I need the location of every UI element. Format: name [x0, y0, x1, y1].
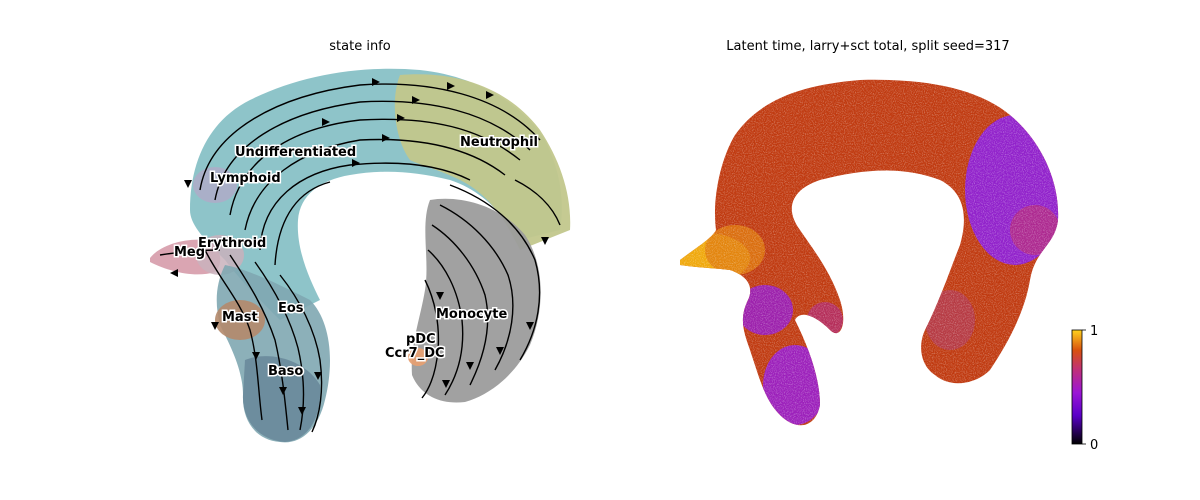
label-undifferentiated: Undifferentiated [235, 145, 356, 160]
label-ccr7-dc: Ccr7_DC [385, 346, 445, 361]
colorbar-tick-max: 1 [1090, 324, 1098, 339]
label-mast: Mast [222, 310, 258, 325]
label-baso: Baso [268, 364, 303, 379]
right-panel-title: Latent time, larry+sct total, split seed… [726, 39, 1010, 54]
colorbar-tick-min: 0 [1090, 438, 1098, 453]
label-pdc: pDC [406, 332, 436, 347]
right-panel-plot: 1 0 [680, 79, 1098, 453]
left-panel-plot: Undifferentiated Neutrophil Lymphoid Meg… [150, 68, 571, 443]
label-lymphoid: Lymphoid [210, 171, 281, 186]
label-neutrophil: Neutrophil [460, 135, 538, 150]
region-mast [215, 300, 265, 340]
region-neutrophil [394, 74, 571, 250]
left-panel-title: state info [329, 39, 391, 54]
streamline-arrows [170, 78, 549, 415]
label-meg: Meg [174, 245, 205, 260]
region-monocyte [411, 198, 541, 403]
colorbar [1071, 329, 1083, 445]
label-monocyte: Monocyte [436, 307, 507, 322]
region-dc [408, 348, 428, 366]
label-eos: Eos [278, 301, 304, 316]
region-erythroid [196, 235, 244, 275]
label-erythroid: Erythroid [198, 236, 266, 251]
velocity-streamlines [159, 83, 561, 433]
region-baso [242, 356, 321, 442]
